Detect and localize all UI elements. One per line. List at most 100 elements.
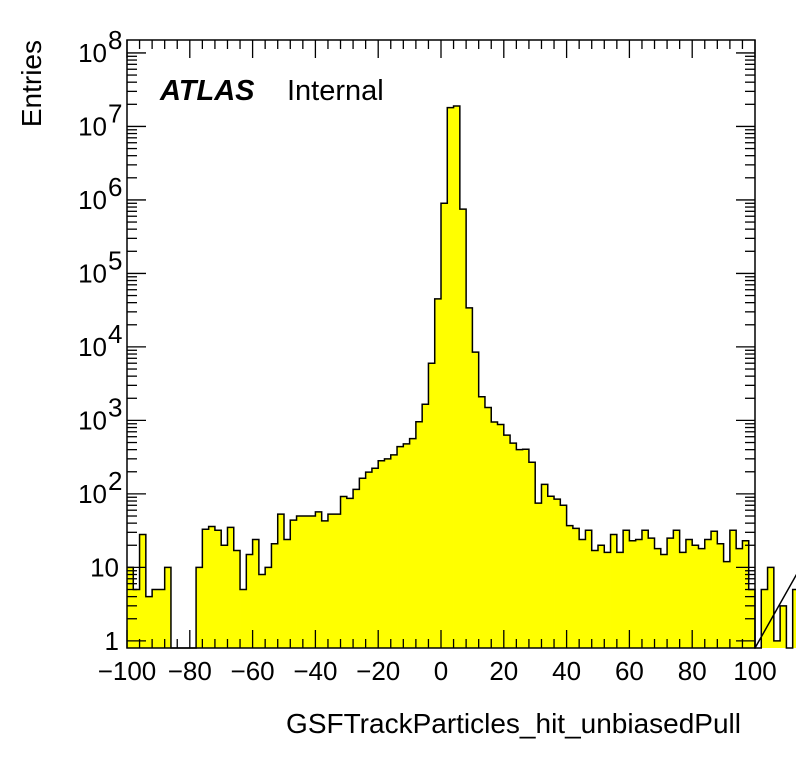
histogram-bar — [321, 520, 329, 648]
y-tick-exponent: 5 — [108, 245, 122, 275]
histogram-bar — [334, 514, 341, 648]
histogram-bar — [371, 468, 379, 648]
histogram-bar — [528, 462, 536, 648]
x-tick-label: 100 — [733, 656, 776, 686]
y-tick-label: 10 — [90, 552, 119, 582]
x-tick-label: 0 — [434, 656, 448, 686]
y-tick-exponent: 3 — [108, 392, 122, 422]
histogram-bar — [284, 539, 291, 648]
histogram-bar — [510, 443, 517, 648]
histogram-bar — [353, 489, 360, 648]
histogram-bar — [579, 539, 586, 648]
x-tick-label: −80 — [168, 656, 212, 686]
histogram-bar — [240, 589, 247, 648]
histogram-bar — [780, 605, 787, 648]
histogram-bar — [139, 534, 147, 648]
histogram-bar — [365, 472, 373, 648]
histogram-bar — [422, 404, 429, 648]
histogram-bar — [560, 505, 567, 648]
histogram-bar — [717, 543, 724, 648]
histogram-bar — [491, 422, 498, 648]
histogram-bar — [302, 516, 310, 648]
y-tick-label: 10 — [78, 185, 107, 215]
histogram-bar — [635, 539, 643, 648]
histogram-bar — [585, 530, 593, 648]
histogram-bar — [152, 589, 159, 648]
histogram-bar — [145, 596, 153, 648]
histogram-bar — [629, 540, 637, 648]
histogram-bar — [384, 458, 392, 648]
histogram-bar — [315, 511, 323, 648]
histogram-bar — [572, 528, 580, 648]
y-tick-label: 10 — [78, 111, 107, 141]
histogram-bar — [767, 567, 775, 648]
histogram-bar — [554, 499, 561, 648]
histogram-bar — [441, 203, 448, 648]
histogram-bar — [736, 548, 743, 648]
x-tick-label: 60 — [615, 656, 644, 686]
y-tick-exponent: 2 — [108, 466, 122, 496]
histogram-bar — [692, 545, 699, 648]
histogram-bar — [327, 514, 335, 648]
histogram-bar — [434, 298, 442, 648]
histogram-bar — [729, 530, 737, 648]
histogram-bar — [208, 526, 216, 648]
histogram-bar — [598, 545, 605, 648]
histogram-bar — [685, 539, 693, 648]
x-tick-label: 20 — [489, 656, 518, 686]
histogram-bar — [704, 539, 712, 648]
histogram-bar — [359, 478, 367, 648]
histogram-bar — [698, 548, 706, 648]
atlas-label: ATLAS — [159, 75, 255, 107]
histogram-bar — [428, 363, 436, 648]
histogram-bar — [459, 209, 467, 648]
x-axis-title: GSFTrackParticles_hit_unbiasedPull — [286, 708, 741, 739]
histogram-bar — [265, 567, 272, 648]
histogram-bar — [290, 520, 297, 648]
histogram-bar — [547, 496, 555, 648]
histogram-bar — [271, 543, 279, 648]
histogram-bar — [252, 539, 260, 648]
histogram-bar — [158, 589, 166, 648]
x-tick-label: 80 — [678, 656, 707, 686]
histogram-outline — [127, 105, 796, 649]
histogram-bar — [447, 107, 454, 649]
histogram-bar — [679, 552, 687, 648]
histogram-bar — [667, 538, 674, 648]
histogram-bar — [390, 454, 398, 648]
histogram-bar — [673, 530, 681, 648]
histogram-bar — [742, 540, 750, 648]
histogram-bar — [641, 530, 649, 648]
histogram-bar — [516, 449, 524, 648]
histogram-bar — [127, 567, 134, 648]
histogram-bar — [484, 407, 492, 648]
histogram-bar — [541, 484, 549, 648]
histogram-bar — [277, 514, 285, 648]
histogram-bar — [623, 530, 630, 648]
histogram-bar — [711, 531, 718, 648]
y-tick-label: 10 — [78, 258, 107, 288]
histogram-bar — [258, 574, 266, 648]
histogram-bar — [503, 435, 511, 648]
histogram-bar — [378, 460, 385, 648]
histogram-bar — [296, 516, 304, 648]
histogram-bar — [723, 561, 731, 648]
histogram-bar — [654, 548, 662, 648]
y-tick-exponent: 8 — [108, 25, 122, 55]
histogram-bar — [453, 105, 461, 648]
axis-ticks — [126, 40, 756, 648]
histogram-bar — [397, 446, 404, 648]
histogram-bar — [660, 554, 668, 648]
histogram-bar — [591, 550, 599, 648]
histogram-bar — [761, 589, 768, 648]
histogram-bar — [221, 545, 228, 648]
histogram-bar — [309, 516, 316, 648]
x-tick-label: −20 — [356, 656, 400, 686]
histogram-bar — [610, 534, 618, 648]
histogram-bar — [497, 424, 505, 648]
y-tick-label: 1 — [105, 626, 119, 656]
histogram-bars — [127, 105, 796, 649]
y-tick-label: 10 — [78, 332, 107, 362]
